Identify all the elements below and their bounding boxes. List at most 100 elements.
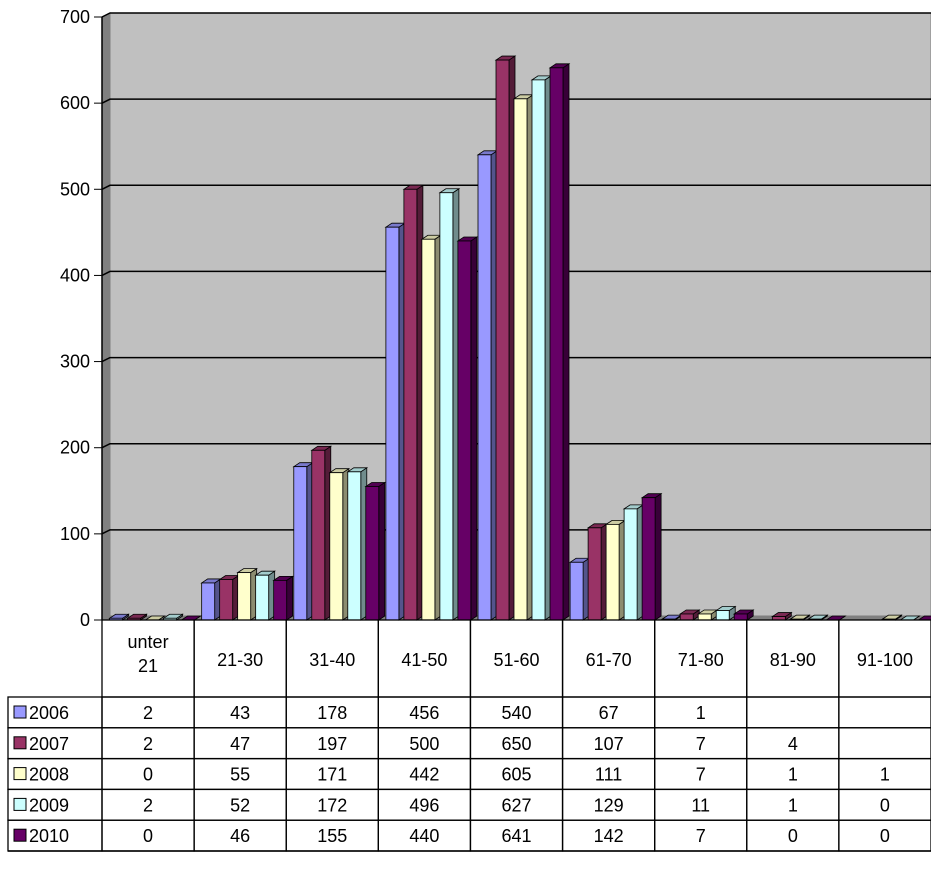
table-cell-value: 67 [599,703,619,723]
legend-label: 2007 [29,734,69,754]
table-cell-value: 43 [230,703,250,723]
bar [236,567,258,621]
table-cell-value: 1 [788,795,798,815]
bar [456,236,479,621]
table-cell-value: 1 [696,703,706,723]
bar [568,557,591,621]
y-tick-label: 100 [60,524,90,544]
table-cell-value: 496 [409,795,439,815]
bar [494,55,517,621]
legend-swatch [13,736,27,750]
table-cell-value: 2 [143,703,153,723]
bar [678,609,701,621]
bar-front [255,574,270,621]
table-cell-value: 197 [317,734,347,754]
table-cell-value: 641 [501,826,531,846]
table-header-label: 31-40 [309,650,355,670]
bar-front [477,154,492,621]
bar-front [513,98,528,621]
bar [384,222,407,621]
bar [586,523,609,621]
legend-swatch [13,797,27,811]
bar-front [421,238,436,621]
y-tick-label: 500 [60,179,90,199]
table-cell-value: 627 [501,795,531,815]
bar [364,481,387,621]
table-cell-value: 55 [230,765,250,785]
y-tick-label: 200 [60,438,90,458]
legend-swatch [13,705,27,719]
bar-front [697,613,712,621]
y-tick-label: 600 [60,93,90,113]
table-cell-value: 650 [501,734,531,754]
bar-side [286,575,294,621]
table-cell-value: 7 [696,734,706,754]
table-header-label: unter [128,632,169,652]
legend-label: 2009 [29,795,69,815]
table-cell-value: 111 [595,765,622,785]
bar-side [654,492,662,621]
bar [402,184,425,621]
table-cell-value: 7 [696,826,706,846]
table-cell-value: 540 [501,703,531,723]
bar-front [495,59,510,621]
y-tick-label: 400 [60,265,90,285]
table-cell-value: 178 [317,703,347,723]
bar-front [329,472,344,621]
bar-front [403,188,418,621]
gridline [101,12,931,18]
bar-front [365,486,380,621]
table-cell-value: 2 [143,795,153,815]
table-header-label: 21 [138,656,158,676]
bars [108,55,931,621]
gridline [101,442,931,449]
table-cell-value: 129 [594,795,624,815]
y-axis: 0 100 200 300 400 500 600 700 [60,7,103,630]
table-cell-value: 0 [788,826,798,846]
bar [272,575,294,621]
legend-label: 2010 [29,826,69,846]
table-cell-value: 172 [317,795,347,815]
bar [108,613,130,621]
table-cell-value: 1 [880,765,890,785]
gridline [101,270,931,277]
y-tick-label: 300 [60,352,90,372]
table-header-label: 71-80 [678,650,724,670]
table-cell-value: 1 [788,765,798,785]
bar-front [219,579,234,621]
table-cell-value: 142 [594,826,624,846]
gridline [101,356,931,363]
bar-front [679,613,694,621]
bar [640,492,663,621]
table-header-label: 61-70 [586,650,632,670]
bar [714,605,737,621]
bar [218,574,240,621]
bar [420,234,443,621]
bar [512,94,535,621]
legend-swatch [13,767,27,781]
bar-front [531,79,546,621]
bar-side [378,481,386,621]
table-header-label: 21-30 [217,650,263,670]
legend-label: 2008 [29,765,69,785]
bar [438,187,461,621]
bar-front [201,582,216,621]
table-cell-value: 47 [230,734,250,754]
table-cell [746,696,840,729]
table-cell-value: 500 [409,734,439,754]
table-cell-value: 2 [143,734,153,754]
bar-front [457,240,472,621]
table-cell-value: 11 [691,795,710,815]
plot-side-wall [101,12,111,621]
bar-front [605,523,620,621]
bar-front [715,610,730,621]
table-cell-value: 456 [409,703,439,723]
table-cell-value: 0 [143,826,153,846]
table-cell-value: 0 [880,826,890,846]
y-tick-label: 700 [60,7,90,27]
bar-front [311,449,326,621]
bar-front [273,579,288,621]
table-cell-value: 440 [409,826,439,846]
